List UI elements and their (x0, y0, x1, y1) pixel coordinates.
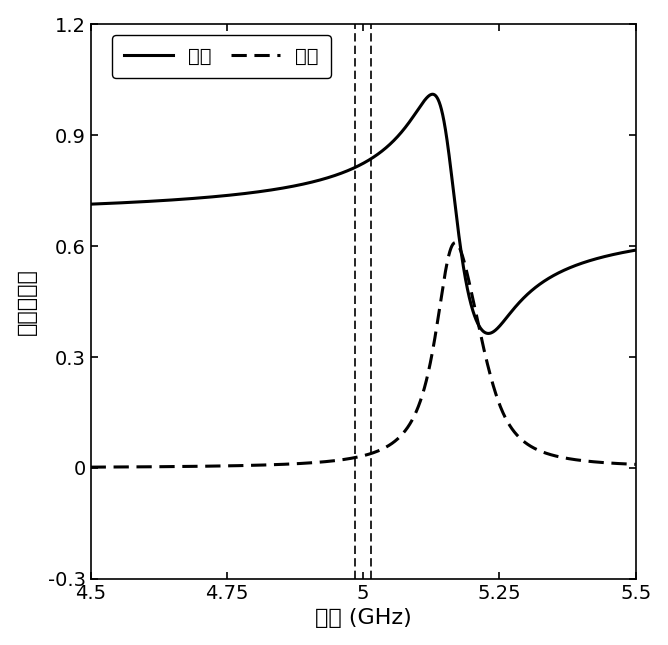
实部 (428, 90, 436, 98)
虚部 (87, 463, 95, 471)
Y-axis label: 等效折射率: 等效折射率 (17, 268, 37, 335)
实部 (149, 197, 157, 205)
虚部 (562, 454, 570, 462)
Line: 虚部: 虚部 (91, 243, 636, 467)
虚部 (451, 239, 459, 246)
虚部 (181, 462, 189, 470)
虚部 (621, 460, 629, 468)
虚部 (149, 463, 157, 471)
虚部 (632, 461, 640, 468)
Line: 实部: 实部 (91, 94, 636, 333)
实部 (621, 248, 629, 256)
实部 (296, 181, 304, 189)
实部 (181, 195, 189, 203)
Legend: 实部, 虚部: 实部, 虚部 (112, 35, 331, 77)
实部 (632, 246, 640, 254)
实部 (319, 175, 327, 183)
虚部 (296, 460, 304, 468)
实部 (484, 330, 492, 337)
虚部 (319, 458, 327, 466)
实部 (562, 265, 570, 273)
实部 (87, 201, 95, 208)
X-axis label: 频率 (GHz): 频率 (GHz) (315, 608, 411, 628)
